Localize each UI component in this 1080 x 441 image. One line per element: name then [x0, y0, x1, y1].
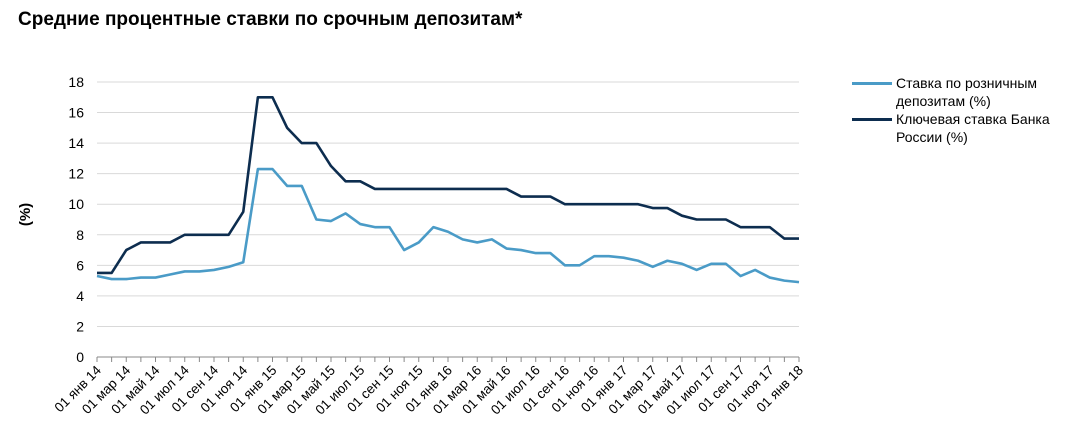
chart-title: Средние процентные ставки по срочным деп… [18, 9, 523, 30]
y-tick-label: 2 [76, 318, 84, 334]
gridlines [97, 81, 799, 327]
y-tick-label: 4 [76, 288, 84, 304]
legend-swatch-retail [852, 82, 892, 85]
y-tick-labels: 0 2 4 6 8 10 12 14 16 18 [68, 74, 84, 365]
series-lines [96, 95, 800, 284]
y-tick-label: 14 [68, 135, 84, 151]
axes [96, 356, 800, 362]
legend-label-retail: Ставка по розничным депозитам (%) [896, 75, 1038, 109]
y-tick-label: 10 [68, 196, 84, 212]
y-tick-label: 8 [76, 227, 84, 243]
y-tick-label: 18 [68, 74, 84, 90]
y-tick-label: 0 [76, 349, 84, 365]
legend-label-key-rate: Ключевая ставка Банка России (%) [896, 111, 1050, 145]
y-tick-label: 6 [76, 257, 84, 273]
legend: Ставка по розничным депозитам (%) Ключев… [852, 74, 1077, 146]
legend-item-key-rate: Ключевая ставка Банка России (%) [852, 110, 1077, 146]
legend-swatch-key-rate [852, 118, 892, 121]
series-line-key-rate [97, 95, 799, 275]
y-tick-label: 12 [68, 166, 84, 182]
y-tick-label: 16 [68, 105, 84, 121]
series-line-retail-deposit-rate [96, 167, 800, 284]
legend-item-retail-deposit-rate: Ставка по розничным депозитам (%) [852, 74, 1077, 110]
